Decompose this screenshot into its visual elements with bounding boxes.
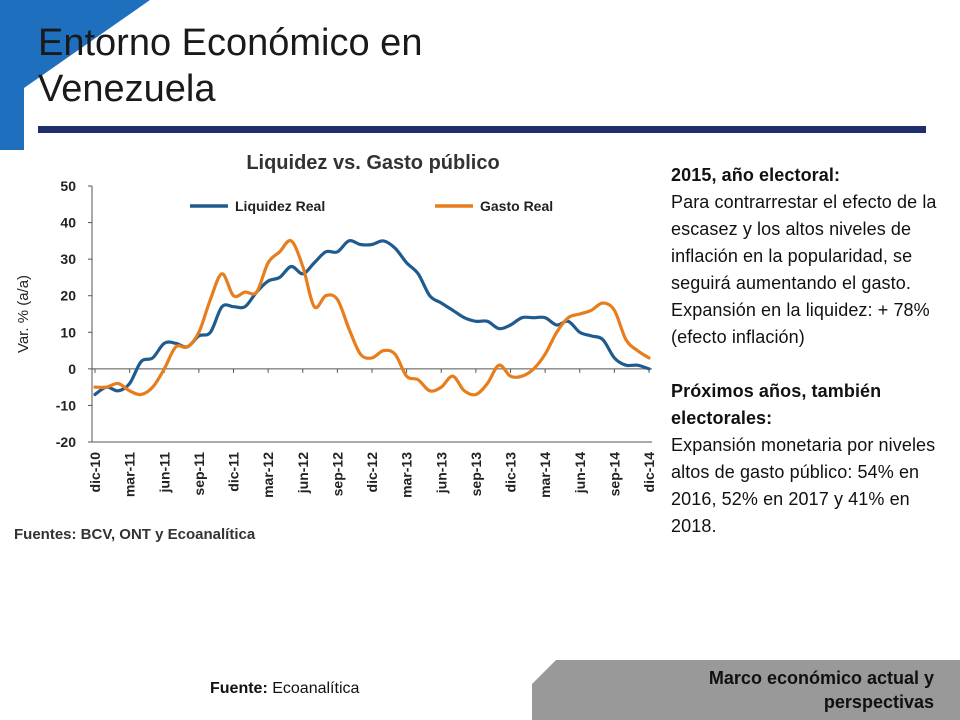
y-axis-label: Var. % (a/a) xyxy=(15,275,32,353)
side-heading-proximos: Próximos años, también electorales: xyxy=(671,381,882,428)
footer-source-label: Fuente: xyxy=(210,680,268,697)
side-paragraph-liquidez: Expansión en la liquidez: + 78% (efecto … xyxy=(671,300,930,347)
x-tick-label: jun-13 xyxy=(433,452,449,494)
x-tick-label: dic-12 xyxy=(364,452,380,493)
x-tick-label: mar-11 xyxy=(122,452,138,497)
legend-label-liquidez-real: Liquidez Real xyxy=(235,198,325,214)
y-tick-label: 10 xyxy=(60,324,76,340)
x-tick-label: dic-13 xyxy=(503,452,519,493)
x-tick-label: sep-11 xyxy=(191,452,207,496)
x-tick-label: mar-14 xyxy=(537,452,553,498)
y-tick-label: 50 xyxy=(60,178,76,194)
x-tick-label: jun-12 xyxy=(295,452,311,494)
footer-band xyxy=(532,660,960,720)
side-heading-electoral: 2015, año electoral: xyxy=(671,165,841,185)
series-line-gasto-real xyxy=(93,238,651,397)
slide-title: Entorno Económico en Venezuela xyxy=(38,22,423,110)
x-tick-label: dic-10 xyxy=(87,452,103,493)
title-rule xyxy=(38,126,926,133)
line-chart: Liquidez vs. Gasto público Var. % (a/a) … xyxy=(14,152,657,543)
x-tick-label: mar-13 xyxy=(399,452,415,498)
chart-source-note: Fuentes: BCV, ONT y Ecoanalítica xyxy=(14,526,256,543)
x-tick-label: dic-14 xyxy=(641,452,657,493)
y-tick-label: 40 xyxy=(60,215,76,231)
footer-band-text: Marco económico actual y perspectivas xyxy=(708,668,934,712)
accent-bar xyxy=(0,0,24,150)
chart-title: Liquidez vs. Gasto público xyxy=(246,152,499,174)
side-paragraph-gasto: Para contrarrestar el efecto de la escas… xyxy=(671,192,937,293)
y-tick-label: 30 xyxy=(60,251,76,267)
y-tick-label: 20 xyxy=(60,288,76,304)
side-text-panel: 2015, año electoral: Para contrarrestar … xyxy=(671,162,956,540)
y-tick-label: -10 xyxy=(56,397,76,413)
footer-source: Fuente: Ecoanalítica xyxy=(210,680,359,698)
legend-label-gasto-real: Gasto Real xyxy=(480,198,553,214)
x-tick-label: sep-12 xyxy=(329,452,345,497)
side-paragraph-expansion: Expansión monetaria por niveles altos de… xyxy=(671,435,936,536)
x-tick-label: jun-11 xyxy=(156,452,172,494)
x-tick-label: mar-12 xyxy=(260,452,276,498)
x-tick-label: sep-14 xyxy=(606,452,622,497)
footer-source-value: Ecoanalítica xyxy=(272,680,360,697)
x-tick-label: sep-13 xyxy=(468,452,484,497)
y-tick-label: -20 xyxy=(56,434,76,450)
y-tick-label: 0 xyxy=(68,361,76,377)
x-tick-label: jun-14 xyxy=(572,452,588,494)
x-tick-label: dic-11 xyxy=(226,452,242,492)
accent-wedge xyxy=(24,0,150,88)
